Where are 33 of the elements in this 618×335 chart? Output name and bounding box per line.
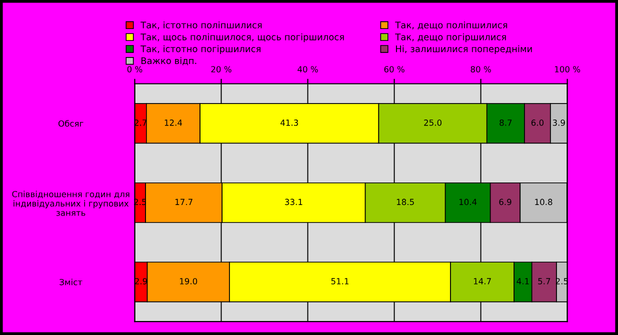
data-label: 51.1 xyxy=(331,278,348,284)
data-label: 12.4 xyxy=(164,120,182,126)
data-label: 4.1 xyxy=(516,278,529,284)
data-label: 41.3 xyxy=(280,120,298,126)
x-tick-label: 100 % xyxy=(555,66,580,72)
x-tick-label: 80 % xyxy=(470,66,491,72)
legend-label: Важко відп. xyxy=(141,57,196,66)
legend-label: Так, дещо поліпшилися xyxy=(395,21,508,30)
legend-label: Так, дещо погіршилися xyxy=(395,33,506,42)
y-tick-label: Співвідношення годин для індивідуальних і групових занять xyxy=(12,190,130,216)
legend-label: Так, істотно погіршилися xyxy=(140,45,260,54)
data-label: 14.7 xyxy=(474,278,491,284)
x-tick-label: 60 % xyxy=(384,66,404,72)
data-label: 18.5 xyxy=(396,198,414,206)
legend-label: Ні, залишилися попередніми xyxy=(396,45,532,54)
x-tick-label: 40 % xyxy=(298,66,318,72)
x-tick-label: 20 % xyxy=(211,66,232,72)
data-label: 25.0 xyxy=(424,120,442,126)
data-label: 3.9 xyxy=(552,120,565,126)
legend-label: Так, істотно поліпшилися xyxy=(140,21,262,30)
data-label: 33.1 xyxy=(285,198,302,206)
legend-label: Так, щось поліпшилося, щось погіршилося xyxy=(140,33,344,42)
data-label: 19.0 xyxy=(180,278,198,284)
data-label: 10.8 xyxy=(535,198,552,206)
x-tick-label: 0 % xyxy=(127,66,142,72)
data-label: 5.7 xyxy=(538,278,550,284)
data-label: 6.9 xyxy=(499,198,512,206)
data-label: 10.4 xyxy=(459,198,477,206)
y-tick-label: Зміст xyxy=(60,278,82,286)
data-label: 17.7 xyxy=(175,198,192,205)
data-label: 6.0 xyxy=(531,120,544,126)
y-tick-label: Обсяг xyxy=(58,120,84,127)
data-label: 8.7 xyxy=(500,120,512,126)
